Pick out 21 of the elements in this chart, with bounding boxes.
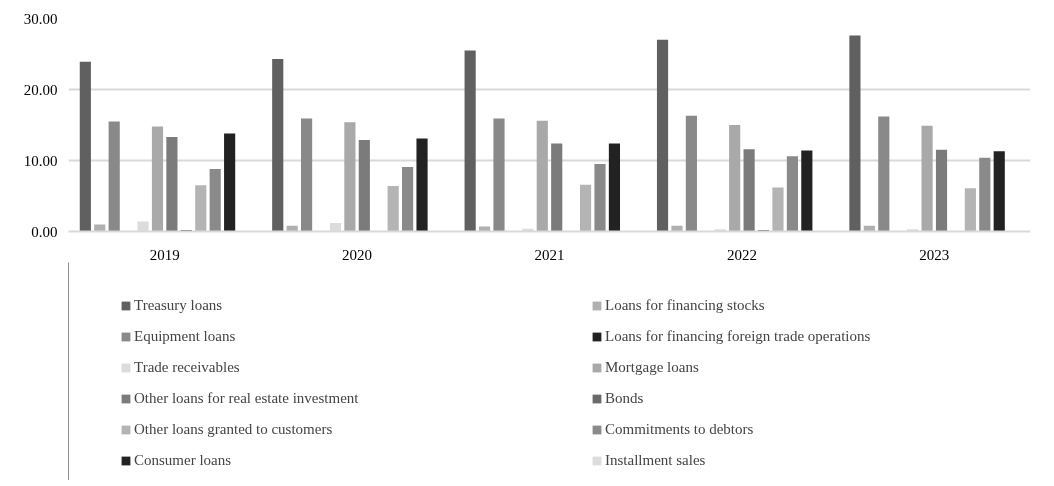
- y-tick-label: 20.00: [23, 81, 58, 98]
- x-tick-label: 2019: [149, 246, 180, 263]
- x-tick-label: 2023: [919, 246, 950, 263]
- y-tick-label: 10.00: [23, 152, 58, 169]
- legend-label: Loans for financing foreign trade operations: [605, 327, 872, 346]
- legend-label: Commitments to debtors: [605, 420, 755, 439]
- legend-label: Consumer loans: [134, 451, 233, 470]
- y-tick-label: 0.00: [31, 223, 58, 240]
- legend-label: Installment sales: [605, 451, 707, 470]
- x-tick-label: 2021: [534, 246, 565, 263]
- legend-label: Equipment loans: [134, 327, 237, 346]
- x-tick-label: 2022: [726, 246, 757, 263]
- legend-label: Treasury loans: [134, 296, 224, 315]
- y-tick-label: 30.00: [23, 10, 58, 27]
- legend-label: Other loans for real estate investment: [134, 389, 360, 408]
- x-tick-label: 2020: [342, 246, 373, 263]
- legend-label: Loans for financing stocks: [605, 296, 766, 315]
- legend-label: Trade receivables: [134, 358, 241, 377]
- legend-label: Bonds: [605, 389, 645, 408]
- legend-label: Other loans granted to customers: [134, 420, 334, 439]
- legend-label: Mortgage loans: [605, 358, 700, 377]
